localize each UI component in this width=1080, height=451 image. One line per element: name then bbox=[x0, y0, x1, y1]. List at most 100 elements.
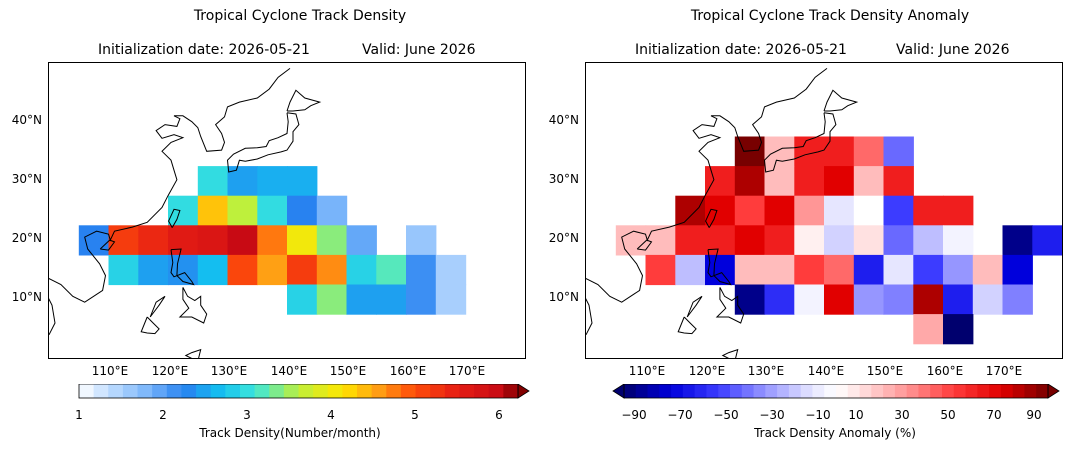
left-cbar-segment bbox=[342, 384, 358, 398]
right-density-cell bbox=[764, 225, 795, 256]
right-lat-label-40: 40°N bbox=[548, 113, 579, 127]
left-density-cell bbox=[316, 284, 348, 315]
right-density-cell bbox=[883, 136, 914, 167]
right-cbar-segment bbox=[836, 384, 849, 398]
right-density-cell bbox=[943, 314, 974, 345]
right-density-cell bbox=[824, 166, 855, 197]
right-cbar-segment bbox=[894, 384, 908, 398]
left-cbar-segment bbox=[371, 384, 387, 398]
left-cbar-tick-3: 3 bbox=[243, 408, 251, 422]
left-density-cell bbox=[316, 254, 348, 286]
right-density-cell bbox=[883, 254, 914, 286]
left-cbar-segment bbox=[181, 384, 197, 398]
left-colorbar bbox=[78, 384, 530, 399]
left-density-cell bbox=[346, 284, 377, 315]
right-cbar-segment bbox=[918, 384, 931, 398]
right-cbar-tick-m90: −90 bbox=[621, 408, 647, 422]
left-cbar-tick-1: 1 bbox=[75, 408, 83, 422]
right-colorbar-title: Track Density Anomaly (%) bbox=[754, 426, 916, 440]
left-coastline bbox=[286, 89, 322, 112]
right-density-cell bbox=[705, 166, 736, 197]
right-cbar-tick-m30: −30 bbox=[759, 408, 785, 422]
right-density-cell bbox=[913, 195, 944, 226]
left-density-cell bbox=[138, 225, 169, 256]
right-density-cell bbox=[943, 254, 974, 286]
right-density-cell bbox=[794, 254, 825, 286]
left-panel-title: Tropical Cyclone Track Density bbox=[193, 8, 407, 24]
right-density-cell bbox=[645, 225, 676, 256]
right-density-cell bbox=[705, 195, 736, 226]
left-coastline bbox=[170, 248, 195, 286]
right-density-cell bbox=[853, 225, 885, 256]
right-lat-label-10: 10°N bbox=[548, 290, 579, 304]
left-cbar-segment bbox=[79, 384, 95, 398]
right-density-cell bbox=[943, 195, 974, 226]
right-cbar-segment bbox=[706, 384, 719, 398]
right-coastline bbox=[721, 348, 739, 358]
right-density-cell bbox=[734, 166, 766, 197]
right-density-cell bbox=[675, 225, 706, 256]
right-coastline bbox=[705, 208, 718, 228]
right-density-cell bbox=[794, 195, 825, 226]
right-lon-label-150: 150°E bbox=[866, 364, 904, 378]
right-cbar-segment bbox=[730, 384, 743, 398]
left-cbar-segment bbox=[93, 384, 109, 398]
right-density-cell bbox=[913, 254, 944, 286]
right-density-cell bbox=[1002, 225, 1033, 256]
left-cbar-tick-2: 2 bbox=[159, 408, 167, 422]
right-density-cell bbox=[824, 284, 855, 315]
left-coastline bbox=[226, 112, 300, 173]
right-density-cell bbox=[883, 195, 914, 226]
right-density-cell bbox=[675, 195, 706, 226]
left-valid-date: Valid: June 2026 bbox=[362, 42, 476, 58]
left-lat-label-20: 20°N bbox=[11, 231, 42, 245]
left-density-cell bbox=[376, 284, 407, 315]
left-coastline bbox=[149, 295, 166, 318]
left-lon-label-120: 120°E bbox=[151, 364, 189, 378]
right-cbar-segment bbox=[671, 384, 684, 398]
left-cbar-outline bbox=[78, 384, 519, 399]
left-density-cell bbox=[376, 254, 407, 286]
left-density-cell bbox=[227, 254, 258, 286]
right-density-cell bbox=[913, 225, 944, 256]
right-density-cell bbox=[764, 166, 795, 197]
left-density-cell bbox=[78, 225, 110, 256]
left-cbar-segment bbox=[239, 384, 256, 398]
right-cbar-segment bbox=[824, 384, 837, 398]
left-density-cell bbox=[257, 166, 288, 197]
right-cbar-segment bbox=[1000, 384, 1014, 398]
left-coastline bbox=[178, 287, 208, 324]
left-cbar-segment bbox=[196, 384, 212, 398]
right-cbar-segment bbox=[1024, 384, 1037, 398]
left-lat-label-40: 40°N bbox=[11, 113, 42, 127]
left-density-cell bbox=[287, 225, 318, 256]
left-density-cell bbox=[435, 254, 467, 286]
left-cbar-segment bbox=[269, 384, 285, 398]
left-density-cell bbox=[227, 195, 258, 226]
right-density-cell bbox=[913, 284, 944, 315]
right-cbar-segment bbox=[741, 384, 755, 398]
right-cbar-segment bbox=[871, 384, 884, 398]
right-panel-title: Tropical Cyclone Track Density Anomaly bbox=[690, 8, 970, 24]
right-coastline bbox=[586, 67, 828, 336]
right-cbar-segment bbox=[659, 384, 672, 398]
left-cbar-segment bbox=[122, 384, 139, 398]
right-coastline bbox=[763, 112, 837, 173]
right-lon-label-120: 120°E bbox=[688, 364, 726, 378]
right-coastline bbox=[677, 316, 697, 335]
right-colorbar bbox=[612, 384, 1060, 399]
right-cbar-segment bbox=[647, 384, 660, 398]
left-density-cell bbox=[168, 254, 199, 286]
left-density-cell bbox=[138, 254, 169, 286]
left-cbar-segment bbox=[313, 384, 329, 398]
right-coastline bbox=[823, 89, 859, 112]
right-cbar-segment bbox=[859, 384, 872, 398]
right-density-cell bbox=[794, 284, 825, 315]
left-density-cell bbox=[287, 166, 318, 197]
right-density-cell bbox=[853, 195, 885, 226]
right-cbar-tick-m70: −70 bbox=[667, 408, 693, 422]
left-lon-label-110: 110°E bbox=[91, 364, 129, 378]
right-density-cell bbox=[853, 136, 885, 167]
left-lon-label-150: 150°E bbox=[329, 364, 367, 378]
right-density-cell bbox=[943, 225, 974, 256]
